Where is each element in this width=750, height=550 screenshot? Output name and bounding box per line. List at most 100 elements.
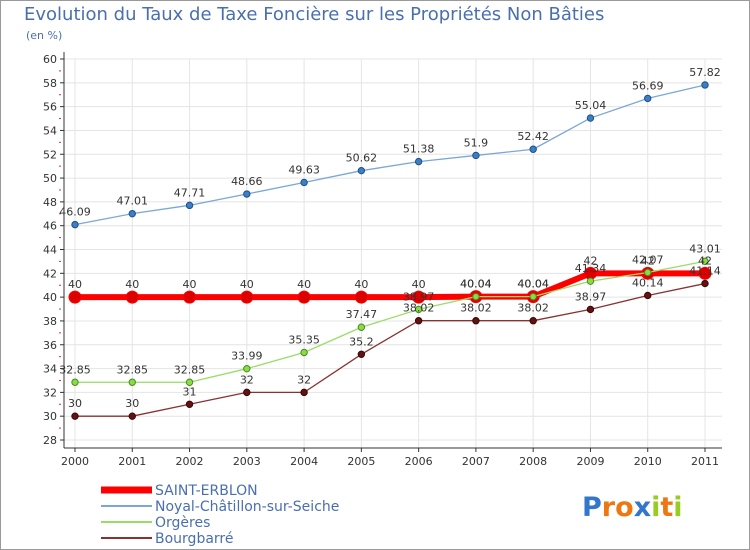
x-tick-label: 2002 <box>176 455 204 468</box>
data-point <box>128 378 136 386</box>
x-tick-label: 2009 <box>576 455 604 468</box>
x-tick-label: 2004 <box>290 455 318 468</box>
data-point <box>243 364 251 373</box>
x-tick-label: 2010 <box>634 455 662 468</box>
series-line-2 <box>75 260 706 383</box>
data-label: 52.42 <box>517 130 549 143</box>
data-label: 41.34 <box>575 262 607 275</box>
legend: SAINT-ERBLONNoyal-Châtillon-sur-SeicheOr… <box>101 483 339 547</box>
data-label: 32.85 <box>59 363 91 376</box>
data-point <box>71 378 79 386</box>
data-label: 51.38 <box>403 143 435 156</box>
data-point <box>644 291 652 300</box>
y-tick-label: 34 <box>43 363 57 376</box>
data-point <box>183 290 197 304</box>
data-point <box>701 279 709 288</box>
data-label: 30 <box>68 397 82 410</box>
data-label: 40.14 <box>632 276 664 289</box>
data-label: 56.69 <box>632 79 664 92</box>
data-label: 40.04 <box>460 278 492 291</box>
data-point <box>185 400 194 408</box>
y-tick-label: 56 <box>43 101 57 114</box>
y-tick-label: 30 <box>43 410 57 423</box>
legend-label: Bourgbarré <box>155 531 233 547</box>
series-line-0 <box>75 270 705 301</box>
logo-letter: r <box>602 492 616 523</box>
data-label: 57.82 <box>689 66 721 79</box>
data-label: 38.02 <box>403 302 435 315</box>
data-label: 32.85 <box>174 363 206 376</box>
logo-letter: i <box>673 492 682 523</box>
data-point <box>128 412 136 420</box>
series-layer <box>68 81 712 420</box>
data-point <box>357 166 366 175</box>
data-point <box>701 81 709 89</box>
data-label: 32 <box>240 373 254 386</box>
logo-letter: x <box>634 492 651 523</box>
data-point <box>185 201 194 210</box>
data-label: 55.04 <box>575 99 607 112</box>
data-label: 50.62 <box>346 152 378 165</box>
data-label: 47.71 <box>174 186 206 199</box>
y-tick-label: 44 <box>43 244 57 257</box>
logo-text: Proxiti <box>582 492 683 523</box>
data-point <box>300 388 308 397</box>
logo-letter: P <box>582 492 602 523</box>
data-point <box>243 190 251 198</box>
data-label: 30 <box>125 397 139 410</box>
data-point <box>529 316 537 325</box>
data-point <box>71 412 79 420</box>
data-point <box>357 350 366 358</box>
data-point <box>644 94 652 103</box>
data-label: 40 <box>297 278 311 291</box>
y-tick-label: 36 <box>43 339 57 352</box>
y-tick-label: 46 <box>43 220 57 233</box>
data-point <box>472 292 480 301</box>
data-label: 40 <box>412 278 426 291</box>
x-tick-label: 2007 <box>462 455 490 468</box>
data-label: 40 <box>125 278 139 291</box>
data-label: 38.02 <box>517 302 549 315</box>
data-label: 38.97 <box>575 290 607 303</box>
x-tick-label: 2006 <box>405 455 433 468</box>
data-point <box>472 316 480 325</box>
data-label: 40.04 <box>460 278 492 291</box>
x-tick-label: 2005 <box>347 455 375 468</box>
data-point <box>185 378 194 386</box>
data-point <box>300 178 308 187</box>
legend-label: Orgères <box>155 515 210 531</box>
y-tick-label: 52 <box>43 148 57 161</box>
data-point <box>243 388 251 397</box>
data-point <box>354 290 368 304</box>
data-label: 43.01 <box>689 242 721 255</box>
data-point <box>701 257 709 265</box>
data-point <box>586 305 595 314</box>
data-label: 40 <box>183 278 197 291</box>
data-label: 42 <box>641 254 655 267</box>
data-label: 40.04 <box>517 278 549 291</box>
data-label: 31 <box>183 385 197 398</box>
data-point <box>472 151 480 160</box>
y-tick-label: 40 <box>43 291 57 304</box>
data-label: 40.04 <box>517 278 549 291</box>
data-label: 48.66 <box>231 175 263 188</box>
data-label: 35.35 <box>288 333 320 346</box>
y-tick-label: 60 <box>43 53 57 66</box>
y-tick-label: 48 <box>43 196 57 209</box>
data-label: 40 <box>354 278 368 291</box>
data-point <box>698 266 712 280</box>
y-tick-label: 50 <box>43 172 57 185</box>
axes: 28 30 32 34 36 38 40 42 44 46 48 50 52 54 56 58 60 2000 20… <box>43 52 722 468</box>
x-tick-label: 2011 <box>691 455 719 468</box>
data-point <box>128 209 136 218</box>
legend-label: SAINT-ERBLON <box>155 483 258 499</box>
data-point <box>586 277 595 285</box>
data-labels-layer: 40 40 40 40 40 40 40 40.04 40.04 42 42 42 30 30 31 32 32… <box>59 66 721 410</box>
data-point <box>297 290 311 304</box>
data-point <box>240 290 254 304</box>
grid-lines <box>64 58 722 448</box>
data-point <box>71 220 79 229</box>
data-label: 47.01 <box>117 195 149 208</box>
data-label: 46.09 <box>59 206 91 219</box>
